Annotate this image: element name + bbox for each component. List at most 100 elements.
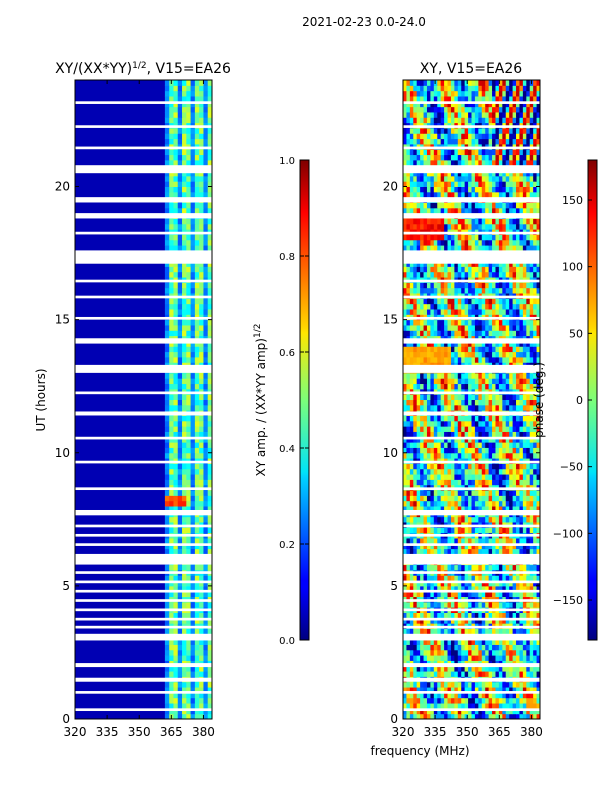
heatmap-cell: [423, 703, 428, 709]
heatmap-cell: [536, 612, 540, 619]
heatmap-cell: [444, 612, 449, 619]
heatmap-cell: [173, 149, 179, 156]
heatmap-cell: [182, 170, 187, 177]
heatmap-cell: [471, 708, 476, 715]
heatmap-cell: [533, 649, 538, 656]
heatmap-cell: [406, 447, 411, 454]
heatmap-cell: [164, 383, 170, 390]
heatmap-cell: [420, 239, 425, 246]
flagged-band: [75, 543, 212, 546]
heatmap-cell: [526, 692, 531, 699]
heatmap-cell: [447, 420, 452, 427]
heatmap-cell: [495, 575, 500, 582]
heatmap-cell: [471, 474, 476, 480]
heatmap-cell: [203, 548, 209, 555]
heatmap-cell: [420, 708, 425, 715]
heatmap-cell: [519, 500, 524, 507]
heatmap-cell: [526, 330, 531, 337]
heatmap-cell: [485, 239, 490, 246]
heatmap-cell: [437, 415, 442, 422]
heatmap-cell: [533, 708, 538, 715]
heatmap-cell: [413, 665, 418, 672]
heatmap-cell: [519, 692, 524, 699]
heatmap-cell: [437, 506, 442, 512]
heatmap-cell: [529, 537, 534, 544]
heatmap-cell: [471, 703, 476, 709]
heatmap-cell: [164, 490, 170, 496]
heatmap-cell: [203, 271, 209, 278]
heatmap-cell: [186, 324, 192, 331]
heatmap-cell: [423, 564, 428, 571]
heatmap-cell: [519, 681, 524, 688]
heatmap-cell: [420, 687, 425, 693]
heatmap-cell: [413, 601, 418, 608]
heatmap-cell: [164, 351, 170, 358]
heatmap-cell: [423, 452, 428, 459]
heatmap-cell: [533, 245, 538, 251]
heatmap-cell: [485, 644, 490, 651]
heatmap-cell: [173, 681, 179, 688]
heatmap-cell: [529, 431, 534, 438]
heatmap-cell: [433, 346, 438, 353]
heatmap-cell: [430, 548, 435, 555]
heatmap-cell: [403, 431, 407, 438]
heatmap-cell: [485, 591, 490, 598]
heatmap-cell: [423, 266, 428, 273]
heatmap-cell: [403, 591, 407, 598]
heatmap-cell: [468, 495, 472, 502]
heatmap-cell: [536, 431, 540, 438]
heatmap-cell: [454, 372, 459, 379]
heatmap-cell: [433, 372, 438, 379]
heatmap-cell: [440, 692, 445, 699]
heatmap-cell: [488, 330, 493, 337]
heatmap-cell: [403, 340, 407, 347]
heatmap-cell: [454, 234, 459, 241]
heatmap-cell: [440, 330, 445, 337]
heatmap-cell: [522, 490, 527, 496]
heatmap-cell: [416, 543, 421, 550]
heatmap-cell: [502, 340, 507, 347]
heatmap-cell: [207, 218, 212, 225]
heatmap-cell: [464, 239, 469, 246]
heatmap-cell: [450, 665, 455, 672]
heatmap-cell: [177, 639, 183, 645]
heatmap-cell: [495, 644, 500, 651]
heatmap-cell: [440, 537, 445, 544]
heatmap-cell: [474, 585, 479, 592]
heatmap-cell: [190, 133, 196, 140]
heatmap-cell: [478, 468, 483, 475]
heatmap-cell: [444, 372, 449, 379]
heatmap-cell: [444, 585, 449, 592]
heatmap-cell: [186, 80, 192, 86]
flagged-band: [75, 691, 212, 694]
heatmap-cell: [409, 436, 414, 443]
heatmap-cell: [492, 585, 496, 592]
heatmap-cell: [509, 447, 514, 454]
heatmap-cell: [502, 516, 507, 523]
heatmap-cell: [164, 431, 170, 438]
heatmap-cell: [481, 436, 486, 443]
heatmap-cell: [177, 303, 183, 310]
heatmap-cell: [420, 649, 425, 656]
heatmap-cell: [403, 548, 407, 555]
heatmap-cell: [173, 202, 179, 209]
heatmap-cell: [471, 612, 476, 619]
heatmap-cell: [169, 399, 174, 406]
heatmap-cell: [526, 655, 531, 661]
heatmap-cell: [182, 580, 187, 587]
heatmap-cell: [485, 399, 490, 406]
heatmap-cell: [516, 404, 520, 411]
heatmap-cell: [173, 436, 179, 443]
heatmap-cell: [423, 585, 428, 592]
heatmap-cell: [440, 404, 445, 411]
heatmap-cell: [492, 692, 496, 699]
heatmap-cell: [512, 330, 517, 337]
heatmap-cell: [485, 340, 490, 347]
heatmap-cell: [420, 351, 425, 358]
heatmap-cell: [186, 207, 192, 214]
heatmap-cell: [182, 399, 187, 406]
heatmap-cell: [173, 330, 179, 337]
heatmap-cell: [423, 591, 428, 598]
heatmap-cell: [173, 95, 179, 102]
heatmap-cell: [194, 436, 200, 443]
